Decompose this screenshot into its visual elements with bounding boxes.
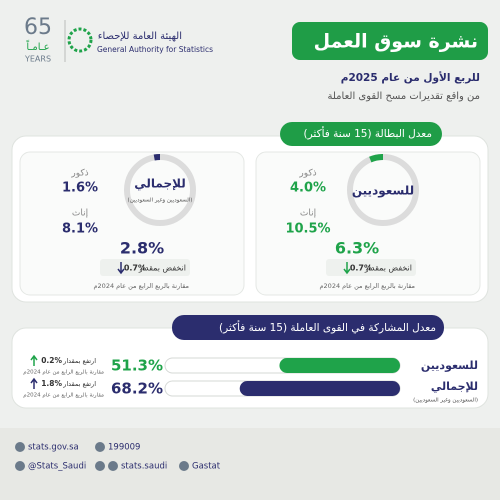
- gastat-emblem: [67, 27, 93, 53]
- change-value: 0.7%: [124, 264, 146, 273]
- title-banner: [292, 22, 488, 60]
- group-note: (السعوديين وغير السعوديين): [128, 198, 193, 204]
- change-value: 1.8%: [41, 379, 62, 388]
- group-label: للإجمالي: [134, 177, 185, 191]
- comparison: مقارنة بالربع الرابع من عام 2024م: [94, 282, 189, 290]
- change-value: 0.7%: [350, 264, 372, 273]
- group-label: للسعوديين: [352, 184, 414, 199]
- rate-bar: [279, 358, 400, 373]
- change-text: ارتفع بمقدار: [62, 380, 96, 388]
- female-label: إناث: [300, 209, 316, 219]
- phone-icon: [95, 442, 105, 452]
- linkedin-icon: [179, 461, 189, 471]
- logo-years-en: YEARS: [24, 55, 51, 64]
- row-label: للإجمالي: [431, 380, 478, 393]
- unemployment-title: معدل البطالة (15 سنة فأكثر): [304, 126, 432, 140]
- rate-bar: [239, 381, 400, 396]
- male-value: 1.6%: [62, 181, 98, 196]
- female-value: 8.1%: [62, 222, 98, 237]
- facebook-icon: [108, 461, 118, 471]
- change-text: انخفض بمقدار: [138, 264, 186, 273]
- change-text: ارتفع بمقدار: [62, 357, 96, 365]
- logo-number: 65: [24, 15, 52, 40]
- org-name-ar: الهيئة العامة للإحصاء: [98, 31, 182, 42]
- male-value: 4.0%: [290, 181, 326, 196]
- male-label: ذكور: [298, 169, 316, 179]
- change-value: 0.2%: [41, 356, 62, 365]
- linkedin[interactable]: Gastat: [192, 462, 221, 472]
- group-card: [255, 151, 481, 296]
- period: للربع الأول من عام 2025م: [341, 71, 480, 84]
- phone[interactable]: 199009: [108, 443, 140, 453]
- web-icon: [15, 442, 25, 452]
- org-name-en: General Authority for Statistics: [97, 45, 213, 54]
- comparison: مقارنة بالربع الرابع من عام 2024م: [23, 393, 104, 399]
- rate-value: 51.3%: [111, 357, 163, 375]
- participation-title: معدل المشاركة في القوى العاملة (15 سنة ف…: [219, 320, 436, 334]
- rate-ring-arc: [153, 154, 161, 161]
- rate-value: 6.3%: [335, 239, 379, 258]
- row-note: (السعوديين وغير السعوديين): [413, 398, 478, 404]
- unemployment-header: [280, 122, 442, 146]
- row-label: للسعوديين: [421, 359, 478, 372]
- comparison: مقارنة بالربع الرابع من عام 2024م: [320, 282, 415, 290]
- logo-years-ar: عـامـاً: [26, 39, 49, 53]
- participation-header: [172, 315, 444, 340]
- down-arrow: [343, 262, 351, 275]
- up-arrow: [30, 377, 38, 389]
- female-label: إناث: [72, 209, 88, 219]
- twitter[interactable]: @Stats_Saudi: [28, 462, 86, 472]
- rate-value: 2.8%: [120, 239, 164, 258]
- female-value: 10.5%: [285, 222, 330, 237]
- male-label: ذكور: [70, 169, 88, 179]
- change-text: انخفض بمقدار: [364, 264, 412, 273]
- source: من واقع تقديرات مسح القوى العاملة: [328, 91, 481, 102]
- footer: [0, 428, 500, 500]
- comparison: مقارنة بالربع الرابع من عام 2024م: [23, 370, 104, 376]
- facebook[interactable]: stats.saudi: [121, 462, 167, 472]
- twitter-icon: [15, 461, 25, 471]
- rate-value: 68.2%: [111, 380, 163, 398]
- rate-ring-arc: [369, 154, 384, 163]
- down-arrow: [117, 262, 125, 275]
- website[interactable]: stats.gov.sa: [28, 443, 79, 453]
- title: نشرة سوق العمل: [314, 31, 478, 53]
- up-arrow: [30, 354, 38, 366]
- social-icon: [95, 461, 105, 471]
